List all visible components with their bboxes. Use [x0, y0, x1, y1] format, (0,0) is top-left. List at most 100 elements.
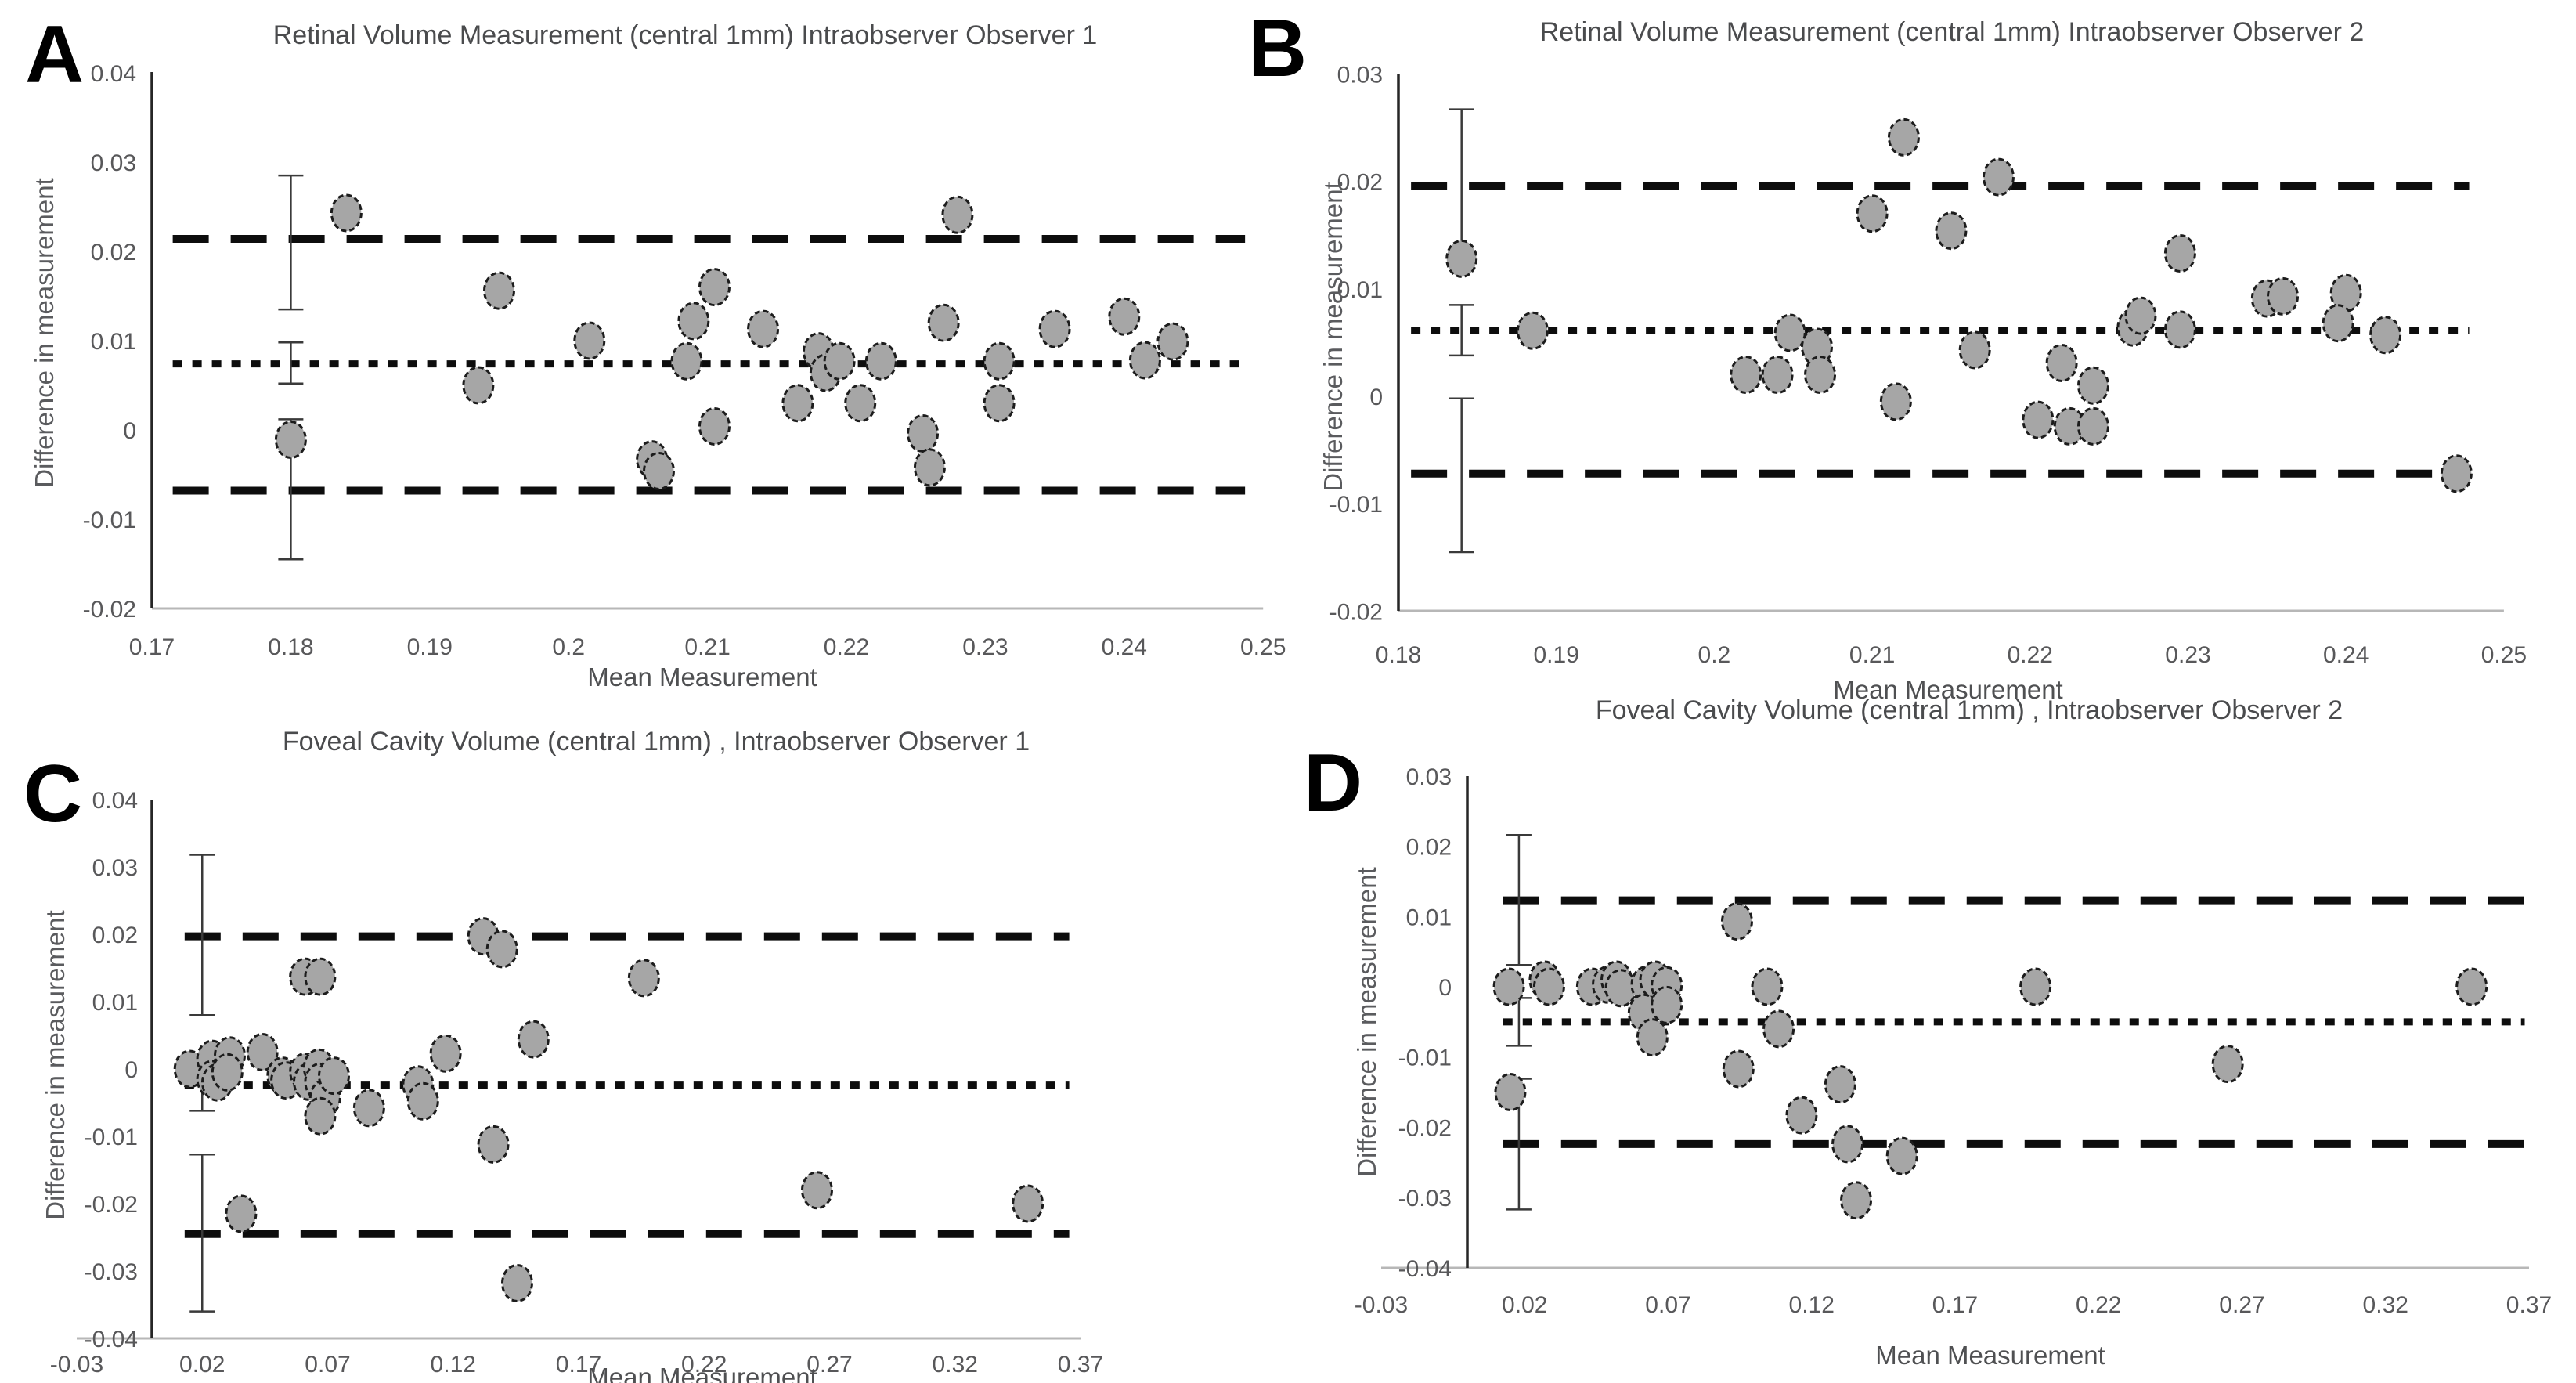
panel-d-data-point [1492, 967, 1525, 1006]
panel-a-data-point [1156, 322, 1189, 361]
panel-a-y-tick-label: 0.01 [91, 329, 136, 355]
panel-b-data-point [2022, 400, 2055, 439]
panel-b-data-point [2076, 366, 2109, 405]
panel-d-data-point [1494, 1073, 1527, 1112]
panel-c-data-point [318, 1056, 351, 1096]
panel-a-data-point [483, 271, 515, 310]
panel-b-x-axis-label: Mean Measurement [1833, 675, 2063, 704]
panel-b-data-point [2163, 310, 2196, 349]
panel-c-letter: C [23, 749, 83, 840]
panel-b-y-tick-label: 0 [1369, 385, 1383, 410]
panel-b-data-point [1982, 157, 2015, 197]
panel-c-data-point [246, 1033, 279, 1071]
panel-a-data-point [1128, 341, 1161, 380]
panel-b-data-point [1935, 211, 1968, 251]
panel-b-x-tick-label: 0.22 [2008, 642, 2053, 668]
panel-d-x-tick-label: 0.27 [2219, 1292, 2264, 1318]
panel-a-data-point [983, 341, 1016, 381]
panel-c-x-axis-label: Mean Measurement [587, 1363, 817, 1383]
panel-d-data-point [1720, 902, 1753, 941]
panel-a-y-tick-label: 0.02 [91, 240, 136, 265]
panel-a-y-tick-label: 0.04 [91, 61, 136, 87]
panel-b-y-tick-label: -0.01 [1329, 492, 1383, 518]
panel-b-x-tick-label: 0.21 [1849, 642, 1895, 668]
panel-d-data-point [1785, 1096, 1818, 1135]
panel-a-data-point [907, 414, 940, 453]
panel-b-data-point [2124, 296, 2157, 335]
panel-a-y-axis-label: Difference in measurement [30, 178, 59, 488]
panel-c-y-tick-label: 0.03 [92, 855, 138, 881]
panel-c-y-tick-label: 0.02 [92, 923, 138, 948]
panel-d-data-point [1636, 1018, 1669, 1057]
panel-c-y-tick-label: -0.03 [85, 1259, 138, 1285]
panel-b-data-point [1804, 356, 1837, 395]
panel-c-data-point [225, 1194, 258, 1233]
panel-a-x-tick-label: 0.23 [962, 634, 1008, 660]
panel-b-y-tick-label: 0.02 [1337, 170, 1383, 196]
panel-a-data-point [330, 193, 363, 233]
panel-a-data-point [573, 321, 606, 360]
panel-b-y-axis-label: Difference in measurement [1319, 182, 1348, 492]
panel-b-x-tick-label: 0.19 [1534, 642, 1579, 668]
panel-a-data-point [698, 406, 731, 446]
panel-c-data-point [500, 1263, 533, 1302]
panel-d-y-tick-label: 0.02 [1406, 835, 1452, 861]
panel-b-data-point [2369, 316, 2402, 355]
panel-a-data-point [781, 384, 814, 423]
panel-c-data-point [352, 1089, 385, 1128]
panel-b-letter: B [1248, 3, 1308, 94]
panel-a-data-point [927, 303, 960, 342]
panel-d-data-point [2211, 1045, 2244, 1084]
panel-a-data-point [1038, 309, 1071, 348]
panel-d-data-point [1831, 1125, 1864, 1164]
panel-d-title: Foveal Cavity Volume (central 1mm) , Int… [1595, 695, 2343, 725]
panel-d-data-point [1651, 985, 1683, 1024]
panel-d-x-tick-label: 0.37 [2506, 1292, 2552, 1318]
panel-c-y-tick-label: -0.01 [85, 1125, 138, 1150]
panel-c-y-axis-label: Difference in measurement [41, 910, 70, 1220]
panel-d-data-point [1751, 967, 1784, 1006]
panel-b-y-tick-label: 0.03 [1337, 62, 1383, 88]
panel-a-data-point [462, 366, 495, 405]
panel-d-y-tick-label: 0 [1438, 975, 1452, 1001]
panel-b-data-point [2440, 454, 2473, 493]
panel-d-x-tick-label: 0.02 [1502, 1292, 1547, 1318]
panel-b-data-point [2267, 276, 2300, 316]
panel-d-x-tick-label: 0.32 [2363, 1292, 2408, 1318]
panel-c-x-tick-label: 0.07 [305, 1352, 350, 1378]
panel-c-y-tick-label: 0 [124, 1057, 138, 1083]
panel-a-x-tick-label: 0.21 [684, 634, 730, 660]
panel-b-data-point [2329, 273, 2362, 312]
panel-a-data-point [1108, 297, 1141, 336]
panel-d-data-point [1762, 1009, 1795, 1049]
panel-d-data-point [1532, 967, 1565, 1006]
panel-a-x-tick-label: 0.24 [1102, 634, 1147, 660]
panel-d-data-point [2455, 967, 2488, 1006]
panel-d-data-point [1840, 1181, 1873, 1220]
panel-b-data-point [2045, 343, 2078, 382]
panel-a-data-point [823, 341, 856, 381]
panel-b-data-point [1730, 356, 1762, 395]
panel-c-x-tick-label: 0.02 [179, 1352, 225, 1378]
panel-c-data-point [304, 1096, 337, 1136]
panel-a-data-point [941, 195, 974, 234]
panel-c-data-point [1012, 1184, 1044, 1223]
panel-c-x-tick-label: -0.03 [50, 1352, 103, 1378]
panel-a-data-point [983, 384, 1016, 423]
panel-a-x-tick-label: 0.18 [268, 634, 313, 660]
panel-d-x-axis-label: Mean Measurement [1875, 1341, 2105, 1370]
panel-c-data-point [627, 959, 660, 998]
panel-b-data-point [2322, 304, 2354, 343]
panel-b-x-tick-label: 0.2 [1698, 642, 1731, 668]
panel-b-data-point [1761, 356, 1794, 395]
panel-c-title-text: Foveal Cavity Volume (central 1mm) , Int… [282, 727, 1030, 756]
panel-a-y-tick-label: -0.01 [83, 507, 136, 533]
panel-c-data-point [429, 1034, 462, 1073]
panel-b-data-point [1887, 117, 1920, 157]
panel-c-x-tick-label: 0.17 [556, 1352, 601, 1378]
panel-c-data-point [477, 1125, 510, 1164]
panel-b-title: Retinal Volume Measurement (central 1mm)… [1539, 17, 2365, 47]
panel-d-data-point [1885, 1136, 1918, 1175]
panel-b-data-point [1801, 327, 1834, 367]
